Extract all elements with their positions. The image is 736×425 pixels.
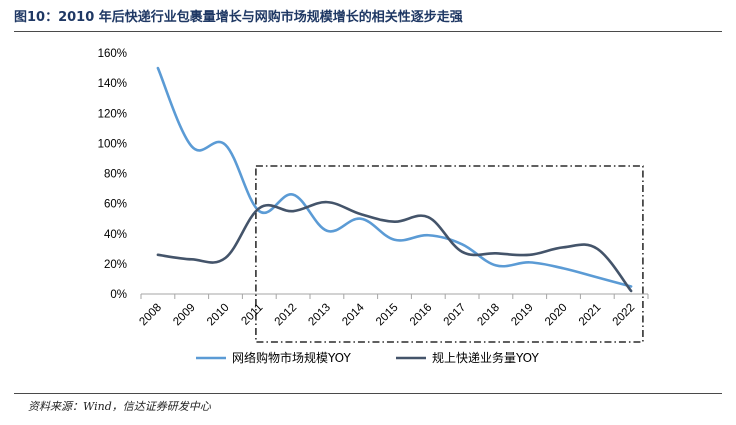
top-rule [14, 31, 722, 32]
x-tick-label: 2010 [205, 302, 232, 329]
series-layer [156, 66, 633, 293]
legend-label-2: 规上快递业务量YOY [432, 350, 539, 365]
series-line-2 [156, 200, 633, 293]
y-tick-label: 20% [104, 259, 127, 271]
y-tick-label: 80% [104, 169, 127, 181]
highlight-box [255, 165, 644, 343]
x-tick-label: 2009 [171, 302, 198, 329]
y-tick-label: 60% [104, 199, 127, 211]
legend-label-1: 网络购物市场规模YOY [232, 350, 351, 365]
series-line-1 [156, 66, 633, 288]
y-tick-label: 120% [98, 108, 127, 120]
x-tick-label: 2019 [509, 302, 536, 329]
x-tick-label: 2014 [340, 301, 367, 328]
x-tick-label: 2016 [408, 302, 435, 329]
y-tick-label: 100% [98, 138, 127, 150]
legend: 网络购物市场规模YOY 规上快递业务量YOY [196, 350, 539, 365]
x-tick-label: 2015 [374, 302, 401, 329]
x-tick-label: 2022 [611, 302, 638, 329]
x-tick-label: 2021 [577, 302, 604, 329]
x-tick-label: 2020 [543, 302, 570, 329]
line-chart: 0% 20% 40% 60% 80% 100% 120% 140% 160% 2008 2009 20… [98, 48, 649, 365]
x-tick-label: 2011 [239, 302, 265, 328]
y-tick-label: 0% [110, 289, 127, 301]
x-tick-label: 2012 [273, 302, 300, 329]
chart-title: 图10：2010 年后快递行业包裹量增长与网购市场规模增长的相关性逐步走强 [14, 10, 463, 25]
y-tick-label: 140% [98, 78, 127, 90]
source-note: 资料来源：Wind，信达证券研发中心 [28, 400, 211, 413]
axes-layer: 0% 20% 40% 60% 80% 100% 120% 140% 160% 2008 2009 20… [98, 48, 649, 343]
y-tick-label: 160% [98, 48, 127, 60]
x-tick-label: 2018 [475, 302, 502, 329]
bottom-rule [14, 393, 722, 394]
x-tick-label: 2017 [442, 302, 469, 329]
y-tick-label: 40% [104, 229, 127, 241]
x-tick-label: 2013 [306, 302, 333, 329]
x-tick-label: 2008 [137, 302, 164, 329]
